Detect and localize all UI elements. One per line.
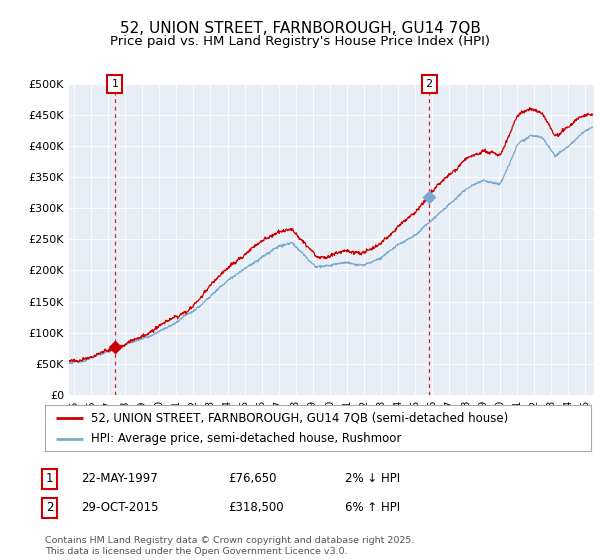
- Text: 1: 1: [112, 79, 118, 89]
- Text: £76,650: £76,650: [228, 472, 277, 486]
- Text: 22-MAY-1997: 22-MAY-1997: [81, 472, 158, 486]
- Text: £318,500: £318,500: [228, 501, 284, 515]
- Text: 1: 1: [46, 472, 53, 486]
- Text: Contains HM Land Registry data © Crown copyright and database right 2025.
This d: Contains HM Land Registry data © Crown c…: [45, 536, 415, 556]
- Text: Price paid vs. HM Land Registry's House Price Index (HPI): Price paid vs. HM Land Registry's House …: [110, 35, 490, 48]
- Text: 2% ↓ HPI: 2% ↓ HPI: [345, 472, 400, 486]
- Text: 6% ↑ HPI: 6% ↑ HPI: [345, 501, 400, 515]
- Text: HPI: Average price, semi-detached house, Rushmoor: HPI: Average price, semi-detached house,…: [91, 432, 402, 445]
- Text: 52, UNION STREET, FARNBOROUGH, GU14 7QB (semi-detached house): 52, UNION STREET, FARNBOROUGH, GU14 7QB …: [91, 411, 509, 424]
- Text: 2: 2: [425, 79, 433, 89]
- Text: 29-OCT-2015: 29-OCT-2015: [81, 501, 158, 515]
- Text: 2: 2: [46, 501, 53, 515]
- Text: 52, UNION STREET, FARNBOROUGH, GU14 7QB: 52, UNION STREET, FARNBOROUGH, GU14 7QB: [119, 21, 481, 36]
